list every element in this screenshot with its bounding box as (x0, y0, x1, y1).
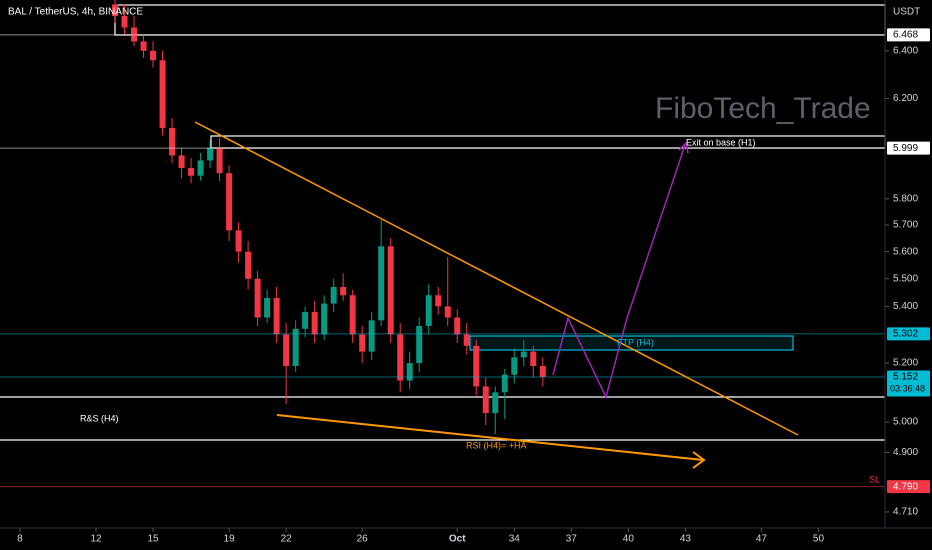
price-badge (887, 28, 930, 42)
candle-body (178, 155, 185, 169)
candle-body (539, 365, 546, 378)
trendline (194, 121, 799, 436)
arrow-head (678, 141, 689, 154)
x-tick-label: 37 (566, 534, 578, 545)
candle-body (159, 60, 166, 128)
x-tick-label: 15 (147, 534, 159, 545)
candle-body (245, 251, 252, 279)
price-badge-label: 5.152 (893, 372, 918, 383)
candle-body (330, 286, 337, 304)
ftp-box (469, 335, 794, 351)
y-tick-label: 5.200 (893, 358, 918, 369)
candle-body (188, 168, 195, 176)
candle-body (416, 325, 423, 364)
watermark: FiboTech_Trade (655, 92, 871, 125)
x-tick-label: 50 (813, 534, 825, 545)
arrow-head (692, 451, 706, 469)
candle-body (435, 295, 442, 307)
candle-body (226, 173, 233, 231)
x-tick-label: 19 (224, 534, 236, 545)
chart-title: BAL / TetherUS, 4h, BINANCE (8, 7, 143, 18)
trendline (276, 414, 704, 461)
price-badge-label: 5.999 (893, 143, 918, 154)
x-tick-label: 8 (17, 534, 23, 545)
y-tick-label: 4.710 (893, 507, 918, 518)
price-badge (887, 141, 930, 155)
price-badge (887, 327, 930, 341)
candle-body (425, 295, 432, 326)
candle-body (359, 334, 366, 352)
y-tick-label: 5.700 (893, 220, 918, 231)
price-badge-label: 5.302 (893, 329, 918, 340)
candle-body (150, 50, 157, 61)
candle-body (530, 351, 537, 366)
candle-body (387, 246, 394, 335)
candle-body (216, 147, 223, 174)
candle-body (283, 334, 290, 366)
candle-body (273, 298, 280, 335)
y-tick-label: 5.600 (893, 246, 918, 257)
candle-body (368, 320, 375, 352)
candle-body (397, 334, 404, 381)
x-tick-label: 40 (623, 534, 635, 545)
x-tick-label: Oct (449, 534, 466, 545)
y-tick-label: 6.400 (893, 45, 918, 56)
x-tick-label: 47 (756, 534, 768, 545)
x-tick-label: 26 (357, 534, 369, 545)
candle-body (112, 4, 119, 16)
candle-body (169, 127, 176, 156)
x-tick-label: 43 (680, 534, 692, 545)
candle-body (444, 306, 451, 318)
countdown: 03:36:48 (890, 383, 925, 393)
candle-body (292, 328, 299, 366)
annotation: FTP (H4) (617, 337, 654, 347)
candle-body (254, 278, 261, 318)
annotation: RSI (H4)= +HA (466, 440, 527, 450)
candle-body (463, 334, 470, 346)
candle-body (501, 374, 508, 393)
x-tick-label: 12 (90, 534, 102, 545)
drawings (194, 121, 799, 469)
annotation: R&S (H4) (80, 413, 119, 423)
candle-body (349, 295, 356, 335)
y-tick-label: 6.200 (893, 93, 918, 104)
candle-body (207, 147, 214, 161)
price-badge (887, 370, 930, 397)
candle-body (378, 246, 385, 321)
candle-body (197, 160, 204, 176)
candle-body (454, 317, 461, 335)
candle-body (406, 363, 413, 381)
candle-body (302, 311, 309, 329)
x-tick-label: 22 (281, 534, 293, 545)
x-tick-label: 34 (509, 534, 521, 545)
candle-body (121, 15, 128, 28)
candle-body (482, 386, 489, 414)
y-tick-label: 5.800 (893, 194, 918, 205)
price-badge-label: 6.468 (893, 30, 918, 41)
currency: USDT (893, 7, 920, 18)
candle-body (520, 351, 527, 358)
candle-body (511, 357, 518, 375)
annotation: Exit on base (H1) (686, 137, 756, 147)
candle-body (321, 303, 328, 335)
price-badge-label: 4.790 (893, 481, 918, 492)
y-tick-label: 5.400 (893, 301, 918, 312)
candle-body (311, 311, 318, 335)
candle-body (340, 286, 347, 296)
y-tick-label: 4.900 (893, 447, 918, 458)
y-tick-label: 5.000 (893, 417, 918, 428)
candle-body (140, 41, 147, 51)
candle-body (492, 392, 499, 414)
y-tick-label: 5.500 (893, 273, 918, 284)
price-badge (887, 480, 930, 494)
candle-body (473, 345, 480, 387)
projection (552, 144, 686, 400)
annotation: SL (869, 474, 880, 484)
candle-body (264, 298, 271, 318)
candle-body (235, 230, 242, 252)
